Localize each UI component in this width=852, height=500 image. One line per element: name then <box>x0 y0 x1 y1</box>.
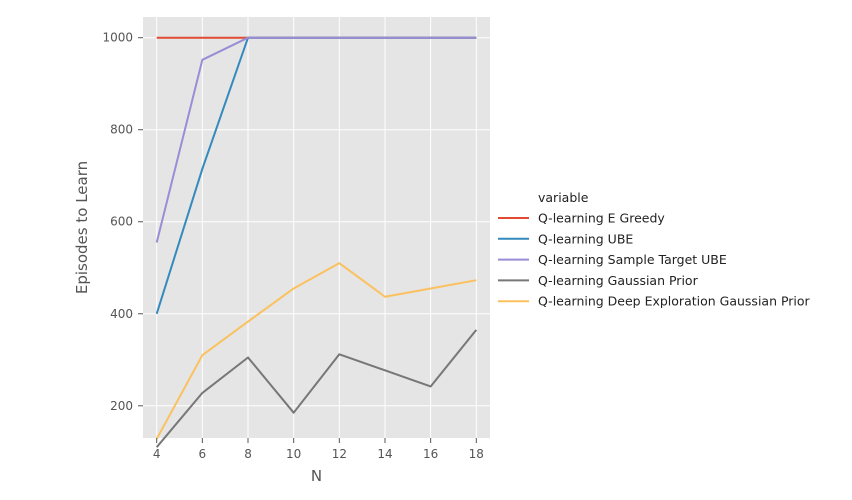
y-tick-label: 1000 <box>102 31 133 45</box>
x-tick-label: 6 <box>199 447 207 461</box>
series-line-3 <box>155 36 477 243</box>
x-tick-label: 14 <box>377 447 392 461</box>
x-tick-label: 16 <box>423 447 438 461</box>
y-tick-label: 800 <box>110 123 133 137</box>
legend-entry: Q-learning UBE <box>538 231 633 246</box>
y-axis-ticks: 200 400 600 800 1000 <box>102 31 143 413</box>
x-axis-ticks: 4 6 8 10 12 14 16 18 <box>153 438 484 461</box>
x-tick-label: 10 <box>286 447 301 461</box>
legend-entry: Q-learning Sample Target UBE <box>538 252 727 267</box>
legend-title: variable <box>538 190 589 205</box>
x-tick-label: 12 <box>332 447 347 461</box>
series-lines <box>155 36 478 448</box>
y-tick-label: 200 <box>110 399 133 413</box>
x-tick-label: 4 <box>153 447 161 461</box>
x-tick-label: 8 <box>244 447 252 461</box>
series-line-5 <box>155 262 477 440</box>
legend-entry: Q-learning Deep Exploration Gaussian Pri… <box>538 294 811 309</box>
series-line-4 <box>155 329 478 448</box>
y-axis-label: Episodes to Learn <box>73 161 91 294</box>
legend: variable Q-learning E Greedy Q-learning U… <box>498 190 811 309</box>
x-tick-label: 18 <box>469 447 484 461</box>
y-tick-label: 400 <box>110 307 133 321</box>
y-tick-label: 600 <box>110 215 133 229</box>
legend-entry: Q-learning Gaussian Prior <box>538 273 699 288</box>
x-axis-label: N <box>311 467 322 485</box>
legend-entry: Q-learning E Greedy <box>538 211 665 226</box>
plot-area <box>143 17 490 438</box>
